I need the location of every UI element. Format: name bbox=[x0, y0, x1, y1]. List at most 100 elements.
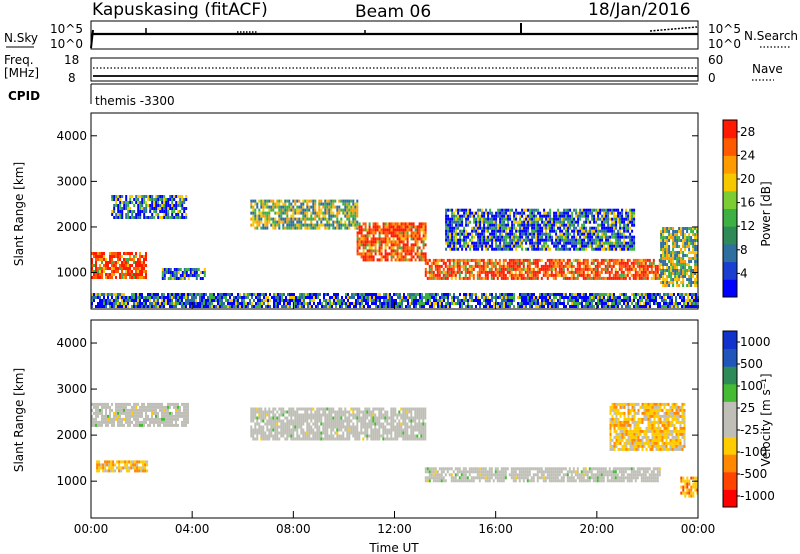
scatter-cell bbox=[573, 226, 576, 230]
scatter-cell bbox=[249, 302, 251, 305]
scatter-cell bbox=[453, 302, 455, 305]
scatter-cell bbox=[531, 235, 534, 239]
scatter-cell bbox=[672, 266, 675, 269]
scatter-cell bbox=[620, 258, 623, 262]
scatter-cell bbox=[425, 296, 427, 299]
scatter-cell bbox=[531, 302, 533, 305]
scatter-cell bbox=[589, 296, 591, 299]
scatter-cell bbox=[597, 247, 600, 251]
scatter-cell bbox=[409, 302, 411, 305]
scatter-cell bbox=[479, 214, 482, 218]
scatter-cell bbox=[298, 205, 301, 209]
scatter-cell bbox=[495, 244, 498, 248]
scatter-cell bbox=[658, 258, 661, 262]
scatter-cell bbox=[455, 226, 458, 230]
scatter-cell bbox=[113, 273, 115, 276]
scatter-cell bbox=[566, 267, 569, 271]
scatter-cell bbox=[372, 237, 375, 241]
scatter-cell bbox=[400, 255, 403, 259]
scatter-cell bbox=[111, 420, 113, 424]
scatter-cell bbox=[121, 423, 123, 427]
scatter-cell bbox=[145, 252, 147, 255]
scatter-cell bbox=[425, 299, 427, 302]
scatter-cell bbox=[571, 238, 574, 242]
scatter-cell bbox=[591, 208, 594, 212]
scatter-cell bbox=[280, 205, 283, 209]
scatter-cell bbox=[101, 411, 103, 415]
scatter-cell bbox=[249, 293, 251, 296]
scatter-cell bbox=[537, 302, 539, 305]
scatter-cell bbox=[614, 267, 617, 271]
scatter-cell bbox=[667, 305, 669, 308]
scatter-cell bbox=[535, 223, 538, 227]
scatter-cell bbox=[528, 264, 531, 268]
scatter-cell bbox=[442, 261, 445, 265]
scatter-cell bbox=[137, 414, 139, 418]
scatter-cell bbox=[151, 305, 153, 308]
scatter-cell bbox=[489, 223, 492, 227]
scatter-cell bbox=[181, 213, 184, 216]
scatter-cell bbox=[544, 267, 547, 271]
scatter-cell bbox=[404, 246, 407, 250]
scatter-cell bbox=[384, 222, 387, 226]
scatter-cell bbox=[408, 234, 411, 238]
scatter-cell bbox=[529, 296, 531, 299]
scatter-cell bbox=[596, 276, 599, 280]
scatter-cell bbox=[561, 229, 564, 233]
scatter-cell bbox=[503, 238, 506, 242]
scatter-cell bbox=[696, 269, 699, 272]
scatter-cell bbox=[647, 302, 649, 305]
scatter-cell bbox=[613, 247, 616, 251]
scatter-cell bbox=[597, 232, 600, 236]
scatter-cell bbox=[521, 238, 524, 242]
scatter-cell bbox=[111, 210, 114, 213]
scatter-cell bbox=[185, 271, 188, 274]
scatter-cell bbox=[124, 463, 127, 467]
scatter-cell bbox=[672, 251, 675, 254]
scatter-cell bbox=[121, 210, 124, 213]
scatter-cell bbox=[398, 231, 401, 235]
scatter-cell bbox=[376, 228, 379, 232]
scatter-cell bbox=[514, 258, 517, 262]
scatter-cell bbox=[493, 235, 496, 239]
scatter-cell bbox=[529, 208, 532, 212]
scatter-cell bbox=[400, 249, 403, 253]
scatter-cell bbox=[317, 305, 319, 308]
scatter-cell bbox=[694, 272, 697, 275]
scatter-cell bbox=[523, 229, 526, 233]
scatter-cell bbox=[431, 296, 433, 299]
scatter-cell bbox=[169, 198, 172, 201]
scatter-cell bbox=[533, 229, 536, 233]
scatter-cell bbox=[107, 293, 109, 296]
scatter-cell bbox=[91, 296, 93, 299]
scatter-cell bbox=[625, 226, 628, 230]
scatter-cell bbox=[531, 226, 534, 230]
scatter-cell bbox=[362, 249, 365, 253]
scatter-cell bbox=[563, 208, 566, 212]
scatter-cell bbox=[603, 305, 605, 308]
scatter-cell bbox=[496, 270, 499, 274]
scatter-cell bbox=[451, 299, 453, 302]
scatter-cell bbox=[473, 229, 476, 233]
scatter-cell bbox=[557, 247, 560, 251]
scatter-cell bbox=[440, 264, 443, 268]
scatter-cell bbox=[492, 273, 495, 277]
scatter-cell bbox=[261, 293, 263, 296]
scatter-cell bbox=[325, 293, 327, 296]
scatter-cell bbox=[613, 299, 615, 302]
scatter-cell bbox=[694, 269, 697, 272]
scatter-cell bbox=[549, 208, 552, 212]
scatter-cell bbox=[284, 202, 287, 206]
scatter-cell bbox=[125, 305, 127, 308]
scatter-cell bbox=[478, 270, 481, 274]
scatter-cell bbox=[103, 267, 105, 270]
scatter-cell bbox=[252, 199, 255, 203]
scatter-cell bbox=[695, 296, 697, 299]
scatter-cell bbox=[528, 273, 531, 277]
scatter-cell bbox=[696, 275, 699, 278]
scatter-cell bbox=[531, 238, 534, 242]
scatter-cell bbox=[435, 293, 437, 296]
scatter-cell bbox=[512, 264, 515, 268]
scatter-cell bbox=[598, 270, 601, 274]
scatter-cell bbox=[368, 243, 371, 247]
